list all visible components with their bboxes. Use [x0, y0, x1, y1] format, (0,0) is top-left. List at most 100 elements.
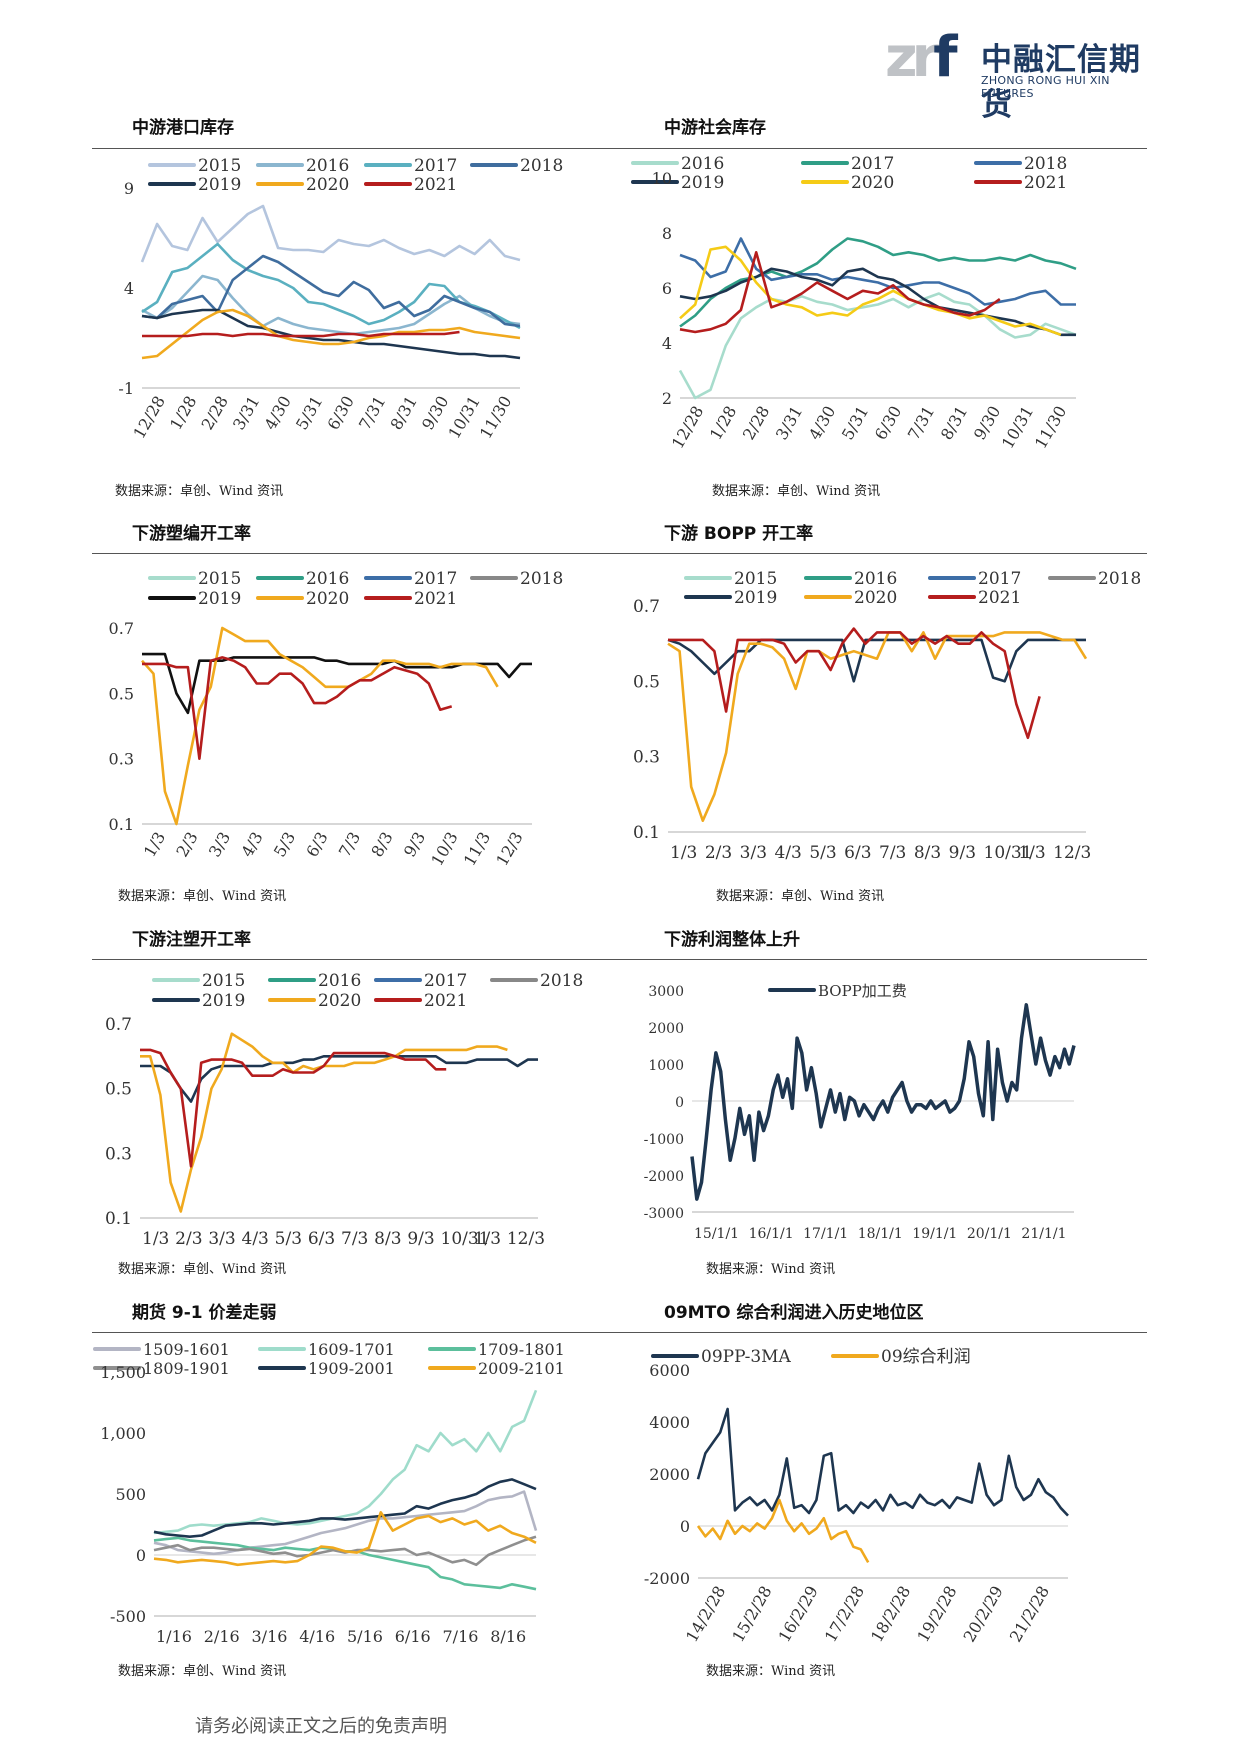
x-tick-label: 3/16 — [252, 1627, 288, 1646]
x-tick-label: 19/1/1 — [912, 1226, 957, 1242]
x-tick-label: 14/2/28 — [682, 1583, 729, 1646]
logo-mark-a: zr — [885, 25, 939, 90]
y-tick-label: 500 — [115, 1485, 146, 1504]
series-line-1909-2001 — [153, 1478, 537, 1538]
x-tick-label: 7/3 — [879, 843, 906, 863]
x-tick-label: 10/3 — [427, 829, 461, 870]
section-rule-2 — [92, 553, 1147, 554]
x-tick-label: 4/30 — [805, 403, 839, 444]
panel-title-port-inventory: 中游港口库存 — [132, 118, 234, 138]
section-rule-4 — [92, 1332, 1147, 1333]
logo-english-name: ZHONG RONG HUI XIN FUTURES — [981, 74, 1110, 100]
legend-label: 2015 — [198, 569, 241, 589]
y-tick-label: -500 — [110, 1607, 146, 1626]
legend-label: 2018 — [520, 569, 563, 589]
x-tick-label: 8/3 — [367, 829, 396, 861]
x-tick-label: 7/3 — [341, 1229, 368, 1249]
legend-label: 1709-1801 — [478, 1340, 565, 1359]
legend-label: 2017 — [424, 971, 467, 991]
y-tick-label: 0.7 — [109, 619, 134, 638]
x-tick-label: 6/30 — [323, 393, 357, 434]
y-tick-label: 0.7 — [633, 597, 660, 617]
y-tick-label: 0.3 — [105, 1144, 132, 1164]
legend-label: 2009-2101 — [478, 1359, 565, 1378]
x-tick-label: 19/2/28 — [913, 1583, 960, 1646]
x-tick-label: 20/2/29 — [960, 1583, 1007, 1646]
x-tick-label: 21/1/1 — [1021, 1226, 1066, 1242]
x-tick-label: 1/3 — [670, 843, 697, 863]
legend-label: 1609-1701 — [308, 1340, 395, 1359]
y-tick-label: 4000 — [649, 1413, 690, 1432]
legend-label: 2019 — [734, 588, 777, 608]
y-tick-label: 9 — [124, 179, 134, 198]
x-tick-label: 4/3 — [242, 1229, 269, 1249]
series-line-2019 — [679, 267, 1076, 337]
y-tick-label: 0 — [675, 1095, 684, 1111]
x-tick-label: 6/3 — [308, 1229, 335, 1249]
x-tick-label: 9/30 — [970, 403, 1004, 444]
x-tick-label: 3/3 — [208, 1229, 235, 1249]
series-line-1609-1701 — [153, 1389, 538, 1535]
legend-label: 2021 — [414, 589, 457, 609]
legend-label: 2017 — [414, 569, 457, 589]
legend-label: 2021 — [414, 175, 457, 195]
disclaimer-footer: 请务必阅读正文之后的免责声明 — [195, 1716, 447, 1737]
x-tick-label: 17/2/28 — [821, 1583, 868, 1646]
panel-title-mto-profit: 09MTO 综合利润进入历史地位区 — [664, 1303, 924, 1323]
y-tick-label: 2000 — [649, 1465, 690, 1484]
panel-title-woven-operating-rate: 下游塑编开工率 — [132, 524, 251, 544]
x-tick-label: 12/3 — [1053, 843, 1091, 863]
x-tick-label: 5/16 — [347, 1627, 383, 1646]
x-tick-label: 8/3 — [374, 1229, 401, 1249]
legend-label: 2019 — [202, 991, 245, 1011]
panel-title-bopp-operating-rate: 下游 BOPP 开工率 — [664, 524, 814, 544]
y-tick-label: 6 — [662, 279, 672, 298]
y-tick-label: 2000 — [648, 1021, 684, 1037]
series-line-BOPP加工费 — [690, 1003, 1076, 1201]
y-tick-label: 1,500 — [100, 1363, 146, 1382]
x-tick-label: 4/3 — [237, 829, 266, 861]
legend-label: 2021 — [978, 588, 1021, 608]
legend-label: 2020 — [854, 588, 897, 608]
x-tick-label: 12/28 — [129, 393, 169, 442]
legend-label: 2018 — [540, 971, 583, 991]
x-tick-label: 20/1/1 — [967, 1226, 1012, 1242]
series-line-2016 — [678, 292, 1077, 400]
series-line-2019 — [667, 638, 1086, 683]
x-tick-label: 12/3 — [492, 829, 526, 870]
chart-mto-profit: 09PP-3MA 09综合利润-2000020004000600014/2/281… — [644, 1347, 1069, 1646]
x-tick-label: 15/2/28 — [728, 1583, 775, 1646]
x-tick-label: 3/3 — [740, 843, 767, 863]
legend-label: 2015 — [734, 569, 777, 589]
y-tick-label: 0.5 — [633, 672, 660, 692]
legend-label: 2017 — [414, 156, 457, 176]
legend-label: 2020 — [318, 991, 361, 1011]
legend-label: 2019 — [681, 173, 724, 193]
series-line-2017 — [141, 242, 521, 330]
source-note: 数据来源：卓创、Wind 资讯 — [712, 484, 881, 499]
series-line-2019 — [140, 1055, 538, 1103]
series-line-2015 — [140, 204, 521, 263]
logo-chinese-name: 中融汇信期货 — [981, 42, 1141, 123]
series-line-2017 — [679, 237, 1077, 328]
series-line-2019 — [141, 308, 521, 360]
x-tick-label: 2/28 — [739, 403, 773, 444]
series-line-2021 — [679, 251, 1001, 334]
source-note: 数据来源：卓创、Wind 资讯 — [118, 1262, 287, 1277]
y-tick-label: 0.1 — [105, 1209, 132, 1229]
x-tick-label: 11/3 — [460, 829, 494, 870]
legend-label: 2019 — [198, 175, 241, 195]
legend-label: 2018 — [1098, 569, 1140, 589]
logo-mark-b: f — [933, 25, 958, 90]
legend-label: 2020 — [306, 589, 349, 609]
y-tick-label: -1 — [118, 379, 134, 398]
chart-port-inventory: 2015 2016 2017 2018 2019 2020 2021 -1 4 9 12/281/2… — [118, 156, 563, 442]
x-tick-label: 17/1/1 — [803, 1226, 848, 1242]
x-tick-label: 21/2/28 — [1006, 1583, 1053, 1646]
panel-title-injection-operating-rate: 下游注塑开工率 — [132, 930, 251, 950]
y-tick-label: 0.1 — [109, 815, 134, 834]
legend-label: 1809-1901 — [143, 1359, 230, 1378]
x-tick-label: 5/3 — [809, 843, 836, 863]
series-line-2020 — [141, 308, 521, 360]
source-note: 数据来源：卓创、Wind 资讯 — [118, 1664, 287, 1679]
